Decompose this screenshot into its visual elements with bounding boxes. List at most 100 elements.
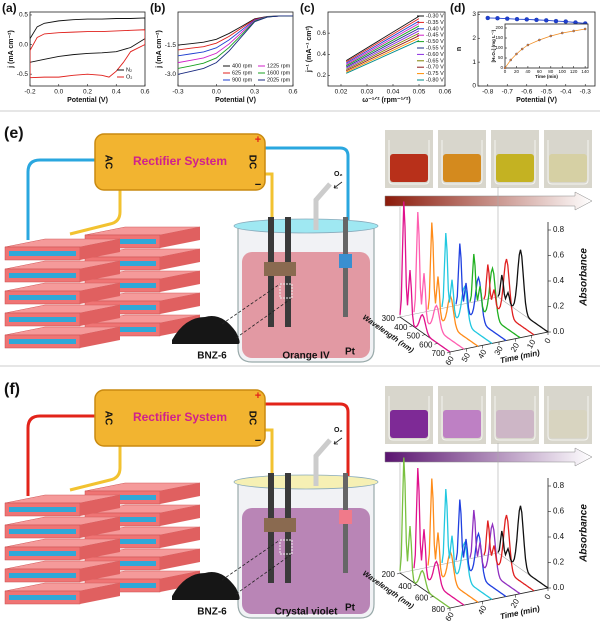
legend-label: N₂: [126, 67, 132, 73]
stack-core: [89, 561, 156, 566]
stack-side: [80, 283, 120, 304]
photo-glass: [547, 140, 589, 185]
x-tick-label: -0.5: [541, 89, 553, 96]
photo-glass: [494, 396, 536, 441]
time-tick-label: 40: [476, 604, 489, 617]
powder: [172, 572, 240, 600]
x-tick-label: 0.06: [439, 89, 452, 96]
legend-label: -0.50 V: [426, 39, 444, 45]
y-tick-label: -1.5: [165, 42, 177, 49]
y-tick-label: 50: [498, 55, 504, 60]
rectifier-box: [94, 133, 266, 191]
time-tick-label: 0: [543, 336, 553, 345]
photo-glass: [494, 140, 536, 185]
data-point: [534, 17, 539, 23]
legend-label: -0.55 V: [426, 45, 444, 51]
stack-core: [89, 239, 156, 244]
wire: [69, 190, 122, 236]
x-axis-label: ω⁻¹ᐟ² (rpm⁻¹ᐟ²): [362, 96, 410, 104]
holder: [264, 518, 296, 532]
legend-label: -0.30 V: [426, 13, 444, 19]
x-tick-label: 60: [537, 69, 543, 74]
series-line: [346, 37, 420, 73]
gradient-arrow: [384, 191, 593, 211]
gas-label: O₂: [334, 171, 343, 178]
panel-label: (e): [4, 125, 24, 142]
x-tick-label: 0: [504, 69, 507, 74]
spectrum: [399, 457, 451, 609]
wavelength-tick: [446, 351, 451, 354]
x-tick-label: 0.03: [361, 89, 374, 96]
data-point: [544, 18, 549, 23]
data-point: [515, 52, 518, 56]
y-tick-label: 0: [500, 65, 503, 70]
stack-side: [160, 271, 200, 292]
wavelength-tick-label: 600: [419, 340, 433, 349]
legend-label: -0.70 V: [426, 65, 444, 71]
z-tick-label: 0.4: [553, 276, 565, 285]
time-tick-label: 40: [476, 348, 489, 361]
data-point: [495, 16, 500, 21]
wavelength-tick: [396, 572, 401, 575]
x-tick-label: 100: [558, 69, 566, 74]
wire: [26, 158, 97, 240]
z-tick-label: 0.6: [553, 251, 565, 260]
data-point: [505, 16, 510, 21]
y-tick-label: 0: [472, 83, 476, 90]
data-point: [485, 15, 490, 21]
stack-side: [160, 549, 200, 570]
spectrum: [497, 249, 549, 333]
stack-core: [9, 251, 76, 256]
legend-label: -0.80 V: [426, 77, 444, 83]
spectrum: [469, 509, 521, 595]
time-axis-label: Time (min): [499, 604, 541, 621]
pollutant-label: Orange IV: [282, 351, 330, 362]
legend-label: -0.35 V: [426, 20, 444, 26]
stack-side: [80, 583, 120, 604]
stack-side: [160, 293, 200, 314]
z-tick-label: 0.8: [553, 225, 565, 234]
legend-label: 900 rpm: [232, 77, 253, 83]
powder: [172, 316, 240, 344]
data-point: [524, 17, 529, 22]
stack-side: [80, 305, 120, 326]
photo-liquid: [496, 154, 534, 182]
wavelength-tick: [446, 607, 451, 610]
y-tick-label: 0.4: [317, 51, 326, 58]
x-tick-label: 40: [525, 69, 531, 74]
minus-sign: −: [255, 179, 261, 191]
x-tick-label: 120: [570, 69, 578, 74]
legend-label: O₂: [126, 74, 132, 80]
legend-label: -0.75 V: [426, 71, 444, 77]
photo-liquid: [549, 154, 587, 182]
gas-tube: [313, 438, 332, 486]
y-axis-label: n: [456, 47, 463, 51]
data-point: [520, 47, 524, 51]
y-tick-label: 0.2: [317, 72, 326, 79]
y-axis-label: j (mA cm⁻²): [156, 30, 163, 69]
y-tick-label: 200: [495, 25, 503, 30]
series-line: [345, 23, 420, 65]
legend-label: 2025 rpm: [267, 77, 291, 83]
z-tick-label: 0.6: [553, 507, 565, 516]
catalyst-label: BNZ-6: [197, 607, 227, 618]
stack-core: [9, 273, 76, 278]
catalyst-sheet: [279, 283, 293, 299]
gradient-arrow: [384, 447, 593, 467]
data-point: [526, 43, 530, 47]
stack-side: [160, 227, 200, 248]
wavelength-tick: [396, 316, 401, 319]
panel-label: (b): [150, 1, 165, 15]
series-line: [345, 27, 420, 68]
stack-side: [80, 261, 120, 282]
stack-side: [80, 327, 120, 348]
spectrum: [469, 253, 521, 339]
x-tick-label: -0.6: [521, 89, 533, 96]
y-tick-label: 3: [472, 11, 476, 18]
series-line: [30, 29, 145, 79]
data-point: [549, 34, 553, 38]
y-tick-label: 2: [472, 35, 476, 42]
wavelength-tick: [430, 596, 434, 598]
z-tick-label: 0.2: [553, 558, 565, 567]
